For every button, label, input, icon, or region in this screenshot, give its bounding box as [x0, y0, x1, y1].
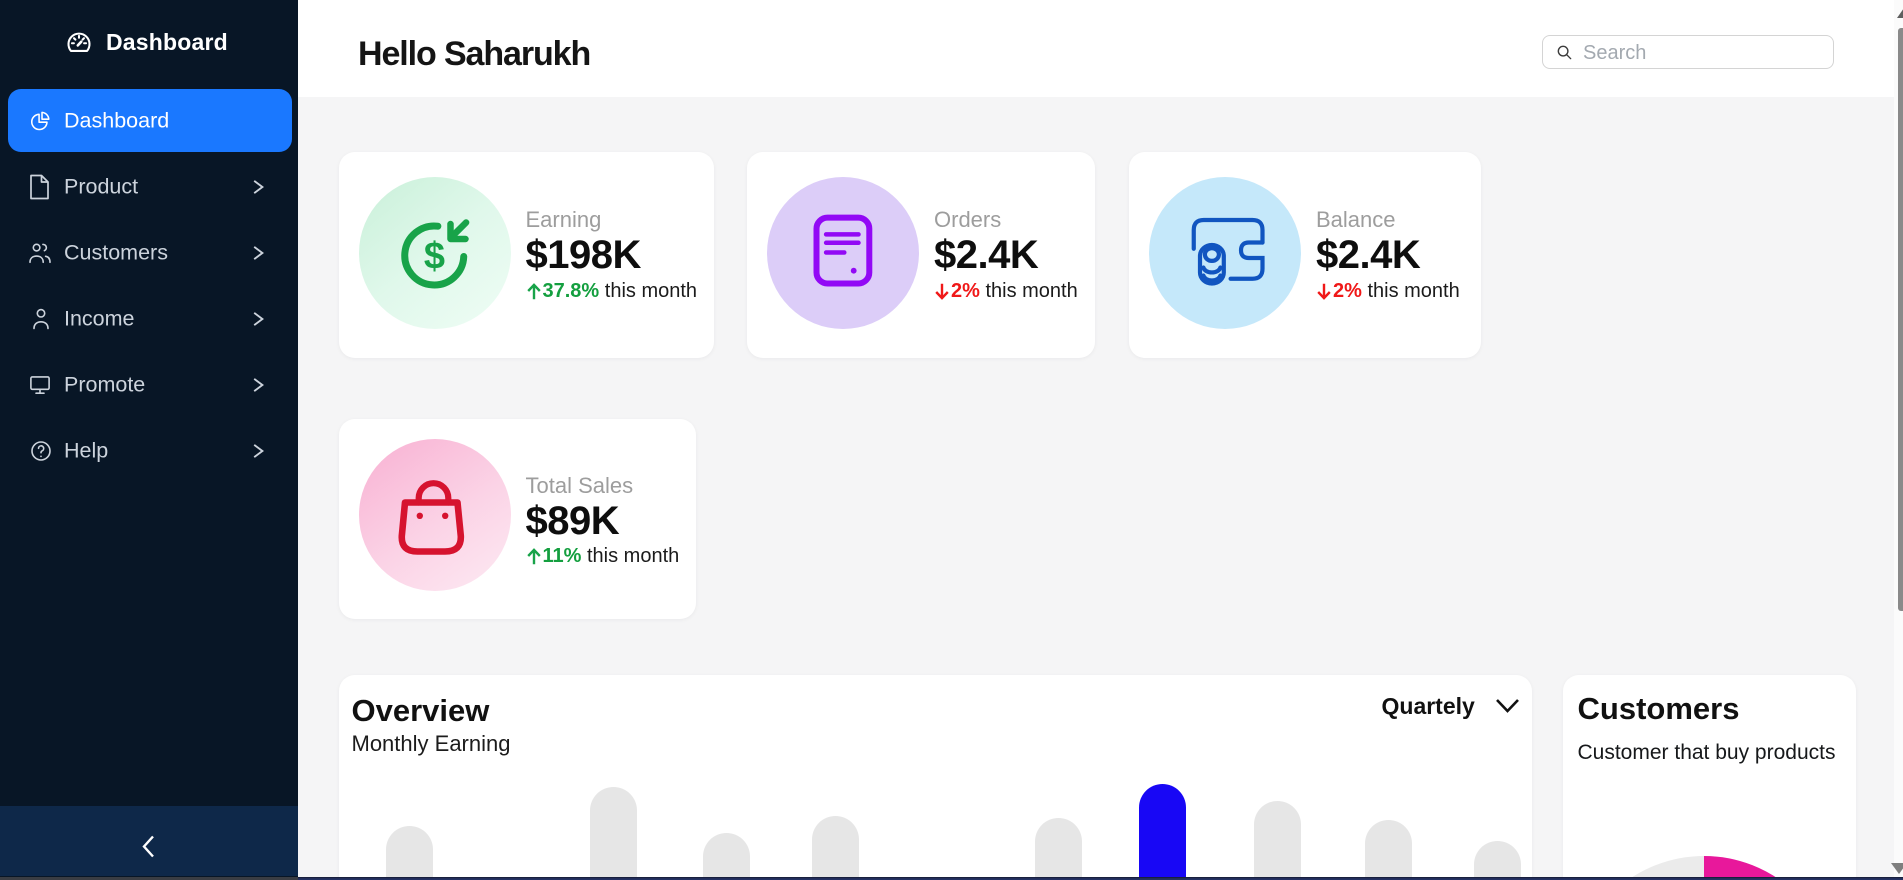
svg-text:$: $ — [423, 235, 444, 277]
